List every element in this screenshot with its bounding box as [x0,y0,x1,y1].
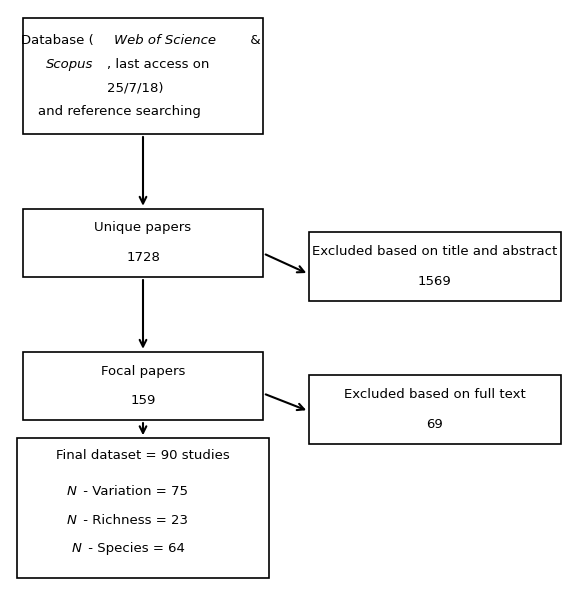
Text: - Richness = 23: - Richness = 23 [79,514,188,527]
Bar [309,375,561,444]
Text: Web of Science: Web of Science [114,34,216,46]
Text: 1728: 1728 [126,252,160,264]
Text: 1569: 1569 [418,275,452,288]
Text: Focal papers: Focal papers [101,365,185,377]
Text: &: & [246,34,261,46]
Text: Excluded based on full text: Excluded based on full text [344,389,526,401]
Bar [17,438,269,578]
Bar [23,209,263,277]
Bar [23,352,263,420]
Text: N: N [66,514,76,527]
Bar [23,18,263,134]
Text: and reference searching: and reference searching [38,105,201,118]
Text: 69: 69 [426,418,443,431]
Text: 25/7/18): 25/7/18) [106,82,163,94]
Text: , last access on: , last access on [108,58,210,70]
Text: Unique papers: Unique papers [94,222,192,234]
Text: Excluded based on title and abstract: Excluded based on title and abstract [312,246,557,258]
Bar [309,232,561,301]
Text: - Species = 64: - Species = 64 [85,542,185,555]
Text: N: N [72,542,81,555]
Text: - Variation = 75: - Variation = 75 [79,485,188,498]
Text: Scopus: Scopus [46,58,93,70]
Text: 159: 159 [130,395,156,407]
Text: Database (: Database ( [21,34,93,46]
Text: N: N [66,485,76,498]
Text: Final dataset = 90 studies: Final dataset = 90 studies [56,449,230,462]
